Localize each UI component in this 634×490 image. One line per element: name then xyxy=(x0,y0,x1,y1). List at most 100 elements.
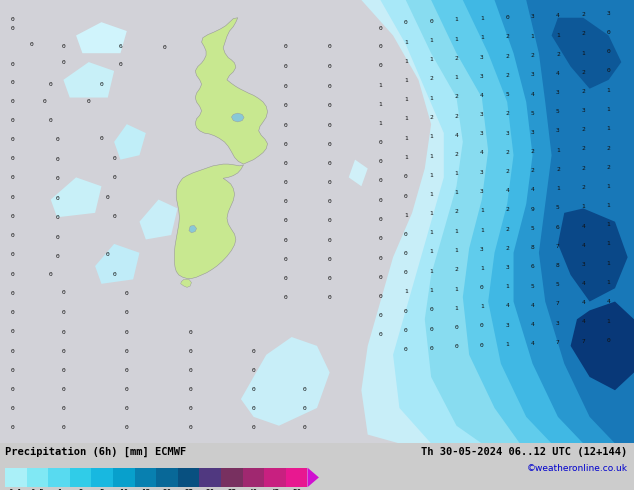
Text: 0: 0 xyxy=(11,26,15,31)
Text: 7: 7 xyxy=(556,244,560,248)
Text: 1: 1 xyxy=(455,287,458,292)
Text: ©weatheronline.co.uk: ©weatheronline.co.uk xyxy=(527,465,628,473)
Text: 0: 0 xyxy=(125,406,129,412)
Bar xyxy=(48,467,70,487)
Text: 0: 0 xyxy=(607,49,611,54)
Text: 0: 0 xyxy=(112,175,116,180)
Text: 0: 0 xyxy=(61,290,65,295)
Text: 0: 0 xyxy=(505,15,509,20)
Text: 0: 0 xyxy=(328,276,332,281)
Text: 20: 20 xyxy=(162,489,172,490)
Text: 2: 2 xyxy=(455,209,458,215)
Text: 0: 0 xyxy=(480,343,484,348)
Text: 0: 0 xyxy=(11,406,15,412)
Text: 0: 0 xyxy=(283,64,287,69)
Text: 1: 1 xyxy=(480,228,484,233)
Text: 1: 1 xyxy=(429,230,433,235)
Text: 1: 1 xyxy=(607,88,611,93)
Bar xyxy=(91,467,113,487)
Text: 4: 4 xyxy=(581,243,585,248)
Text: 3: 3 xyxy=(480,189,484,194)
Text: 1: 1 xyxy=(607,280,611,285)
Bar xyxy=(113,467,134,487)
Text: 0: 0 xyxy=(11,252,15,257)
Text: 1: 1 xyxy=(455,37,458,42)
Text: 5: 5 xyxy=(556,109,560,114)
Text: 0: 0 xyxy=(106,195,110,200)
Text: 5: 5 xyxy=(505,92,509,97)
Text: 0: 0 xyxy=(61,387,65,392)
Text: 1: 1 xyxy=(607,242,611,246)
Text: Th 30-05-2024 06..12 UTC (12+144): Th 30-05-2024 06..12 UTC (12+144) xyxy=(422,447,628,457)
Text: 4: 4 xyxy=(581,223,585,229)
Text: 0: 0 xyxy=(283,161,287,166)
Text: 1: 1 xyxy=(556,186,560,191)
Text: 0: 0 xyxy=(328,142,332,147)
Text: 1: 1 xyxy=(607,107,611,112)
Text: 0: 0 xyxy=(61,368,65,373)
Text: 0: 0 xyxy=(55,137,59,142)
Bar xyxy=(156,467,178,487)
Text: 0: 0 xyxy=(283,180,287,185)
Text: Precipitation (6h) [mm] ECMWF: Precipitation (6h) [mm] ECMWF xyxy=(5,447,186,458)
Text: 1: 1 xyxy=(429,38,433,43)
Text: 0: 0 xyxy=(378,44,382,49)
Text: 1: 1 xyxy=(404,59,408,64)
Text: 0: 0 xyxy=(125,387,129,392)
Polygon shape xyxy=(76,22,127,53)
Text: 0: 0 xyxy=(283,276,287,281)
Text: 0: 0 xyxy=(125,425,129,430)
Text: 1: 1 xyxy=(581,204,585,209)
Text: 0: 0 xyxy=(404,194,408,198)
Text: 3: 3 xyxy=(531,72,534,77)
Text: 4: 4 xyxy=(480,93,484,98)
Text: 3: 3 xyxy=(531,14,534,19)
Text: 0: 0 xyxy=(125,368,129,373)
Text: 0: 0 xyxy=(11,175,15,180)
Polygon shape xyxy=(380,0,634,443)
Text: 0: 0 xyxy=(328,219,332,223)
Text: 3: 3 xyxy=(480,170,484,175)
Text: 0: 0 xyxy=(11,233,15,239)
Text: 4: 4 xyxy=(581,281,585,286)
Text: 3: 3 xyxy=(505,265,509,270)
Text: 1: 1 xyxy=(480,208,484,213)
Text: 3: 3 xyxy=(531,130,534,135)
Text: 0: 0 xyxy=(328,122,332,127)
Text: 0: 0 xyxy=(11,195,15,200)
Bar xyxy=(178,467,200,487)
Text: 0: 0 xyxy=(378,256,382,261)
Text: 2: 2 xyxy=(505,246,509,251)
Text: 0: 0 xyxy=(252,349,256,354)
Text: 0: 0 xyxy=(328,295,332,300)
Text: 0: 0 xyxy=(55,196,59,201)
Text: 2: 2 xyxy=(531,149,534,154)
Text: 0: 0 xyxy=(404,347,408,352)
Text: 0: 0 xyxy=(55,157,59,162)
Text: 1: 1 xyxy=(378,102,382,107)
Text: 1: 1 xyxy=(404,155,408,160)
Text: 0: 0 xyxy=(55,215,59,220)
Text: 1: 1 xyxy=(455,18,458,23)
Text: 0: 0 xyxy=(11,329,15,334)
Text: 0: 0 xyxy=(404,251,408,256)
Text: 2: 2 xyxy=(455,94,458,99)
Text: 0: 0 xyxy=(11,349,15,354)
Text: 35: 35 xyxy=(227,489,236,490)
Text: 0: 0 xyxy=(125,291,129,296)
Text: 0: 0 xyxy=(429,19,433,24)
Text: 2: 2 xyxy=(505,34,509,39)
Text: 0: 0 xyxy=(61,406,65,412)
Text: 4: 4 xyxy=(531,341,534,346)
Text: 25: 25 xyxy=(184,489,193,490)
Text: 2: 2 xyxy=(531,168,534,173)
Bar xyxy=(264,467,286,487)
Text: 0: 0 xyxy=(61,425,65,430)
Text: 1: 1 xyxy=(404,116,408,122)
Text: 1: 1 xyxy=(607,318,611,323)
Text: 0: 0 xyxy=(61,310,65,315)
Text: 0: 0 xyxy=(378,26,382,31)
Text: 0: 0 xyxy=(302,406,306,412)
Text: 2: 2 xyxy=(581,70,585,75)
Text: 0: 0 xyxy=(283,219,287,223)
